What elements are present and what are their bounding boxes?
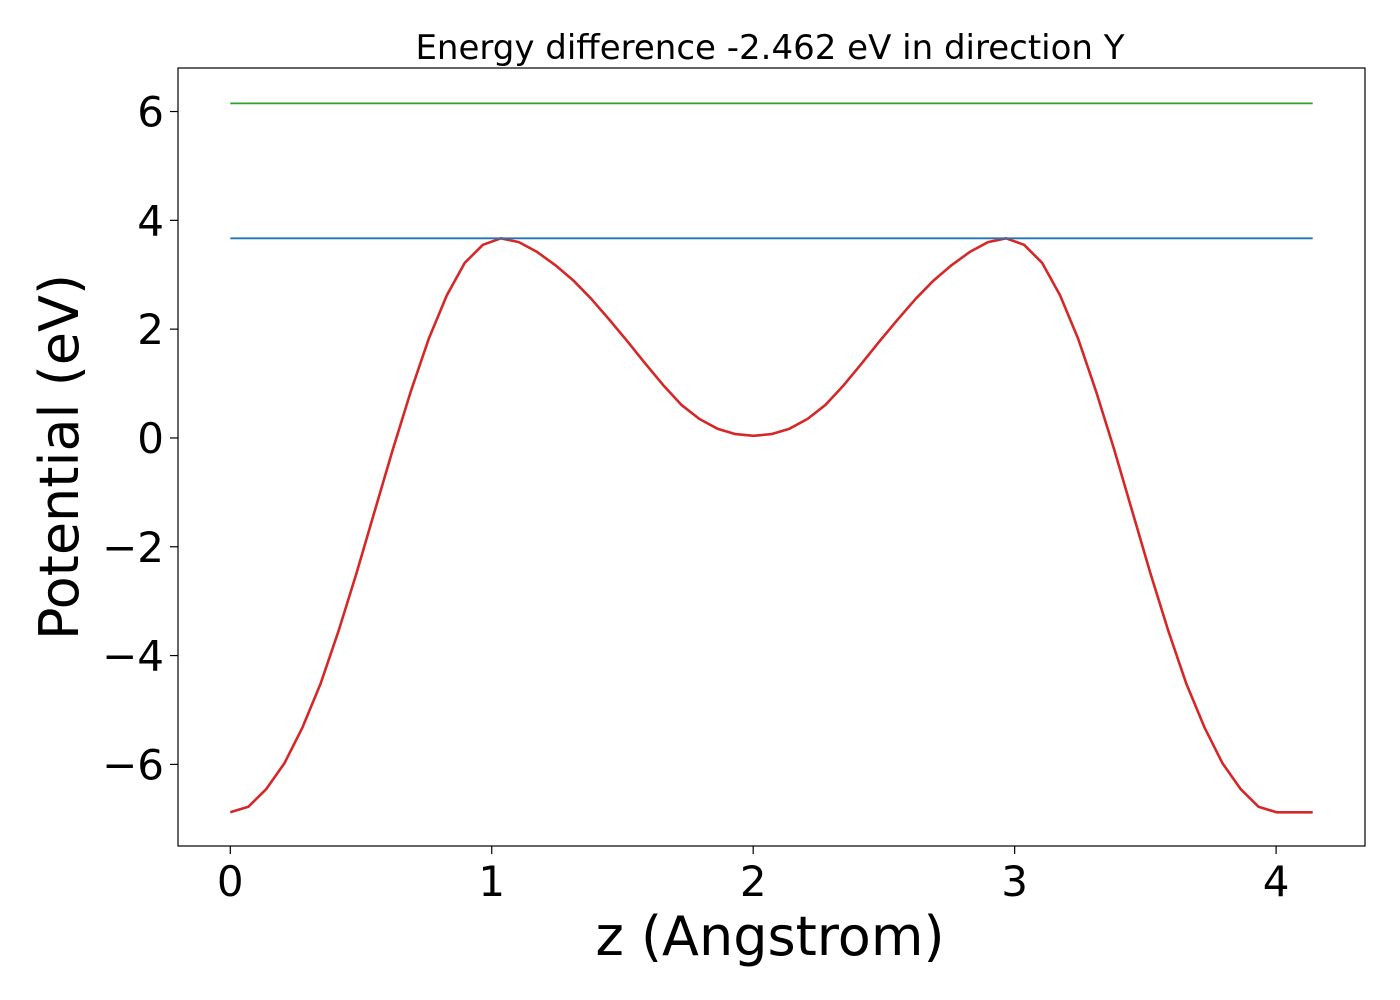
y-tick-label: 6 xyxy=(137,88,164,137)
y-axis-ticks: −6 −4 −2 0 2 4 6 xyxy=(102,88,178,789)
y-tick-label: 2 xyxy=(137,305,164,354)
x-tick-label: 2 xyxy=(740,857,767,906)
plot-frame xyxy=(177,67,1366,847)
chart-title: Energy difference -2.462 eV in direction… xyxy=(415,28,1124,68)
x-tick-label: 3 xyxy=(1001,857,1028,906)
y-tick-label: 0 xyxy=(137,414,164,463)
y-tick-label: 4 xyxy=(137,196,164,245)
x-tick-label: 1 xyxy=(478,857,505,906)
x-axis-label: z (Angstrom) xyxy=(595,905,944,968)
x-tick-label: 0 xyxy=(217,857,244,906)
y-axis-label: Potential (eV) xyxy=(28,274,91,640)
plot-area xyxy=(229,102,1313,814)
x-tick-label: 4 xyxy=(1263,857,1290,906)
y-tick-label: −6 xyxy=(102,740,164,789)
x-axis-ticks: 0 1 2 3 4 xyxy=(217,846,1290,906)
y-tick-label: −2 xyxy=(102,523,164,572)
y-tick-label: −4 xyxy=(102,632,164,681)
series-line-1 xyxy=(229,237,1313,814)
